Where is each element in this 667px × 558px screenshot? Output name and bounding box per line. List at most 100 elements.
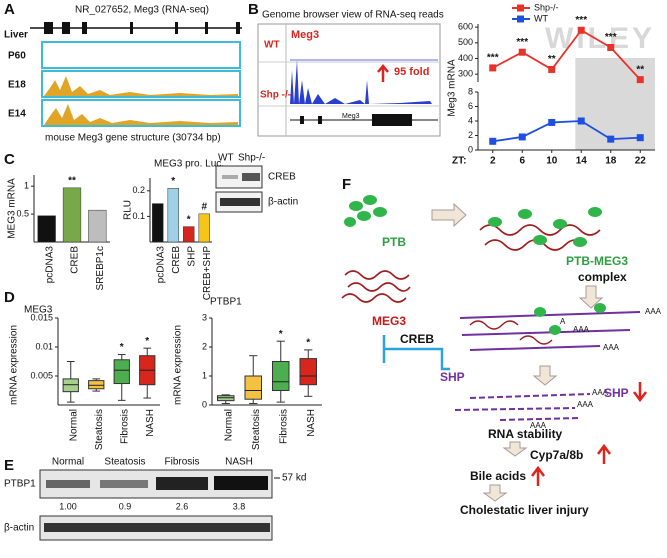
ratio: 2.6 <box>176 501 189 511</box>
exon <box>205 22 208 34</box>
lane-label: Fibrosis <box>164 457 199 468</box>
x-tick-label: 2 <box>490 156 496 167</box>
bile-label: Bile acids <box>470 469 526 483</box>
lane-label: WT <box>218 153 234 164</box>
gene-label: Meg3 <box>291 29 319 41</box>
meg3-rna <box>341 270 411 303</box>
bar <box>88 209 107 243</box>
line <box>492 29 641 81</box>
band <box>214 476 268 490</box>
coverage <box>44 76 238 96</box>
degraded-mrna <box>454 393 591 421</box>
band <box>156 477 208 490</box>
marker <box>636 76 644 84</box>
band <box>46 480 90 488</box>
gene-small: Meg3 <box>342 113 360 120</box>
x-tick-label: Steatosis <box>94 409 105 450</box>
ptb-label: PTB <box>382 235 406 249</box>
ptb <box>349 201 363 211</box>
polya: AAA <box>645 307 662 316</box>
western-blot: WT Shp-/- CREB β-actin <box>215 153 298 213</box>
significance: *** <box>516 37 528 48</box>
significance: ** <box>636 64 644 75</box>
y-tick-label: 0.005 <box>30 370 53 380</box>
y-tick-label: 2 <box>468 130 473 140</box>
up-arrow <box>531 465 545 486</box>
ptb <box>488 217 502 227</box>
box <box>299 358 317 386</box>
y-tick-label: 300 <box>458 69 473 79</box>
x-tick-label: 22 <box>635 156 647 167</box>
panel-label: A <box>4 1 15 18</box>
complex-label: complex <box>578 270 627 284</box>
y-axis-label: MEG3 mRNA <box>7 178 18 239</box>
y-tick-label: 0.01 <box>35 341 53 351</box>
creb-label: CREB <box>400 332 434 346</box>
exon <box>130 22 133 34</box>
ptb <box>344 217 356 227</box>
significance: * <box>145 336 149 347</box>
cyp-label: Cyp7a/8b <box>530 448 583 462</box>
ptb <box>363 195 377 205</box>
bar <box>167 187 179 243</box>
significance: * <box>306 338 310 349</box>
y-tick-label: 600 <box>458 22 473 32</box>
box <box>244 375 262 400</box>
band-label: CREB <box>268 172 296 183</box>
lane-label: Shp-/- <box>238 153 265 164</box>
marker <box>607 135 615 143</box>
x-tick-label: CREB+SHP <box>202 246 213 301</box>
arrow <box>578 285 604 309</box>
x-tick-label: NASH <box>145 409 156 437</box>
polya: AAA <box>603 343 620 352</box>
band <box>220 198 260 206</box>
significance: *** <box>487 53 499 64</box>
y-tick-label: 6 <box>468 101 473 111</box>
bar <box>183 226 195 243</box>
y-tick-label: 0.015 <box>30 312 53 322</box>
marker <box>518 133 526 141</box>
watermark: WILEY <box>545 22 655 55</box>
ptb <box>588 207 602 217</box>
x-tick-label: pcDNA3 <box>44 246 55 284</box>
track-label: E14 <box>8 109 26 120</box>
exon <box>236 22 240 34</box>
panel-label: C <box>4 151 15 168</box>
significance: ** <box>548 54 556 65</box>
band <box>222 175 238 179</box>
mrna-strands <box>459 311 641 351</box>
exon <box>372 114 412 126</box>
bar <box>37 215 56 243</box>
significance: * <box>187 214 191 225</box>
meg3-bound <box>469 320 553 345</box>
track-label: E18 <box>8 80 26 91</box>
band-label: β-actin <box>268 197 298 208</box>
x-tick-label: 18 <box>605 156 617 167</box>
y-axis-label: mRNA expression <box>9 325 20 405</box>
genome-browser <box>257 23 441 137</box>
coverage <box>44 104 238 125</box>
x-tick-label: 14 <box>576 156 588 167</box>
ptb <box>533 235 547 245</box>
polya: AAA <box>577 400 594 409</box>
row-label: Liver <box>4 30 28 41</box>
ratio: 0.9 <box>119 501 132 511</box>
band <box>100 480 148 488</box>
lane-label: Normal <box>52 457 84 468</box>
chart-title: PTBP1 <box>210 297 242 308</box>
y-tick-label: 3 <box>202 312 207 322</box>
x-tick-label: CREB <box>70 246 81 274</box>
bar <box>198 213 210 243</box>
y-axis-label: RLU <box>123 200 134 220</box>
reads <box>290 60 432 104</box>
x-tick-label: NASH <box>306 409 317 437</box>
significance: # <box>201 201 207 212</box>
polya-a: A <box>560 317 566 326</box>
significance: *** <box>605 32 617 43</box>
ptb <box>573 237 587 247</box>
fold-arrow <box>377 64 389 82</box>
arrow <box>502 441 528 457</box>
x-tick-label: Fibrosis <box>119 409 130 444</box>
ptb <box>518 209 532 219</box>
box <box>88 380 105 390</box>
